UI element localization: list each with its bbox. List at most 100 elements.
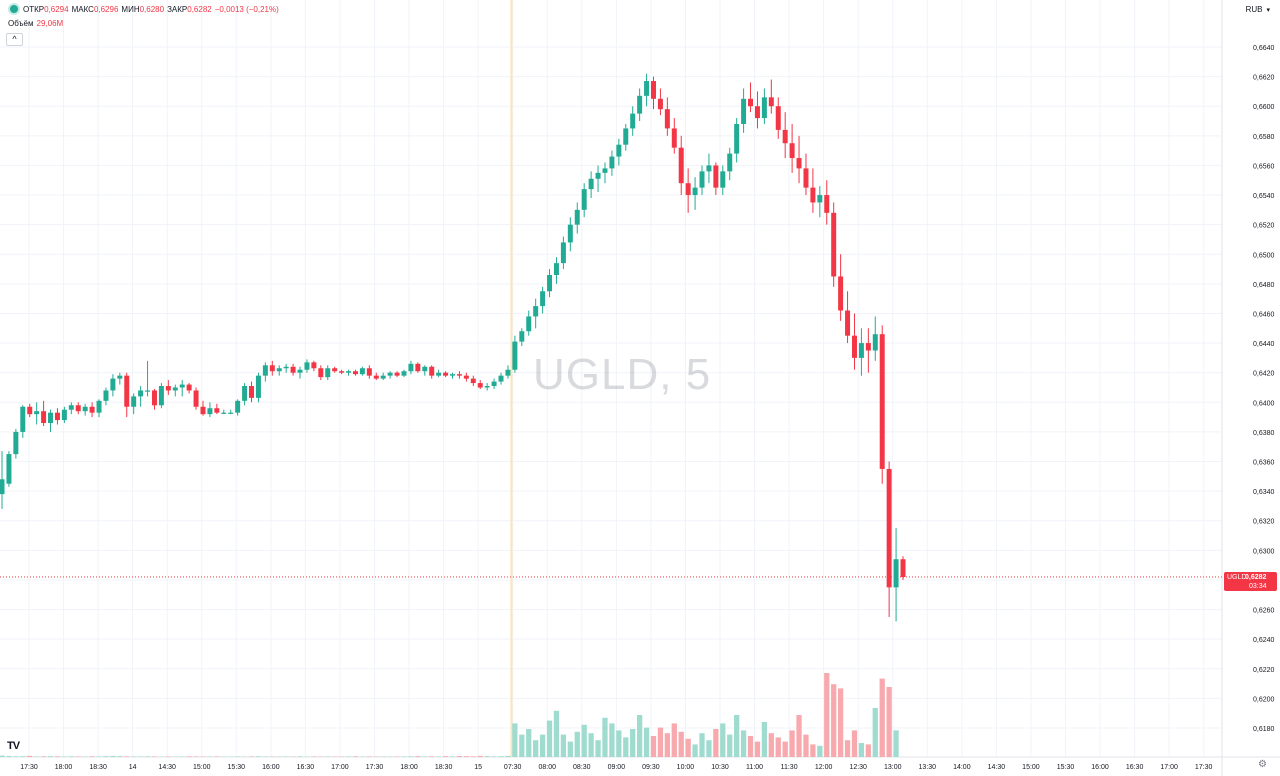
candle-body-up <box>706 165 712 172</box>
candle-body-down <box>851 335 857 358</box>
volume-bar-down <box>685 738 691 757</box>
volume-bar-down <box>824 673 830 757</box>
candle-body-up <box>96 400 102 413</box>
volume-bar-up <box>20 756 26 757</box>
candle-body-down <box>845 310 851 336</box>
volume-bar-up <box>325 756 331 757</box>
candle-body-down <box>54 412 60 421</box>
candle-body-up <box>276 368 282 372</box>
time-tick-label: 16:00 <box>262 764 280 771</box>
volume-bar-up <box>560 734 567 757</box>
volume-legend: Объём 29,06M <box>8 19 63 29</box>
low-label: МИН <box>121 5 140 14</box>
volume-bar-up <box>512 723 518 757</box>
candle-body-down <box>754 106 760 119</box>
volume-bar-down <box>124 756 130 757</box>
volume-bar-up <box>6 756 12 757</box>
volume-bar-up <box>144 756 151 757</box>
currency-selector[interactable]: RUB ▾ <box>1246 5 1270 14</box>
candle-body-down <box>290 366 296 373</box>
candle-body-up <box>512 341 518 370</box>
volume-bar-down <box>831 684 837 757</box>
candle-body-up <box>110 378 116 391</box>
candle-body-down <box>775 106 781 130</box>
candle-body-up <box>540 291 546 307</box>
candle-body-down <box>366 368 372 376</box>
candle-body-up <box>61 409 67 421</box>
candle-body-down <box>214 408 220 413</box>
volume-label: Объём <box>8 19 34 28</box>
time-tick-label: 09:00 <box>608 764 626 771</box>
candle-body-up <box>644 81 650 96</box>
change-value: −0,0013 (−0,21%) <box>214 5 279 14</box>
volume-bar-up <box>858 743 865 757</box>
volume-bar-up <box>179 756 185 757</box>
volume-bar-up <box>630 729 636 757</box>
volume-bar-up <box>872 708 878 757</box>
volume-bar-up <box>616 730 622 757</box>
volume-bar-up <box>0 755 5 757</box>
price-tick-label: 0,6260 <box>1253 608 1275 615</box>
candle-body-up <box>131 396 137 407</box>
volume-bar-down <box>657 727 664 757</box>
candle-body-down <box>443 372 449 376</box>
candle-body-up <box>235 400 241 413</box>
price-tick-label: 0,6200 <box>1253 696 1275 703</box>
candle-body-down <box>249 386 255 398</box>
candle-body-down <box>748 98 754 107</box>
volume-bar-up <box>96 756 102 757</box>
candle-body-down <box>463 375 469 379</box>
volume-bar-up <box>110 756 116 757</box>
price-tick-label: 0,6180 <box>1253 726 1275 733</box>
volume-bar-down <box>477 755 483 757</box>
volume-bar-up <box>574 731 580 757</box>
price-tick-label: 0,6320 <box>1253 519 1275 526</box>
volume-bar-up <box>761 722 768 757</box>
candle-body-up <box>609 156 615 169</box>
time-tick-label: 16:30 <box>297 764 315 771</box>
candle-body-down <box>789 143 795 159</box>
candle-body-up <box>179 384 185 388</box>
candle-body-down <box>650 81 656 99</box>
volume-value: 29,06M <box>36 19 64 28</box>
volume-bar-up <box>103 756 109 757</box>
symbol-status-icon <box>10 5 18 13</box>
bar-countdown: 03:34 <box>1249 583 1267 590</box>
candle-body-up <box>145 390 151 392</box>
candle-body-down <box>429 366 435 376</box>
price-tick-label: 0,6500 <box>1253 252 1275 259</box>
volume-bar-up <box>636 715 643 757</box>
time-tick-label: 15:30 <box>228 764 246 771</box>
candle-body-up <box>893 559 899 588</box>
candle-body-down <box>664 109 670 129</box>
volume-bar-down <box>810 744 816 757</box>
collapse-legend-button[interactable]: ^ <box>6 33 23 46</box>
candle-body-up <box>422 366 428 372</box>
candle-body-up <box>567 224 573 243</box>
candle-body-up <box>519 331 525 342</box>
candle-body-down <box>318 368 324 378</box>
price-tick-label: 0,6580 <box>1253 134 1275 141</box>
volume-bar-up <box>720 723 726 757</box>
tradingview-logo-icon[interactable]: TV <box>7 740 20 752</box>
price-tick-label: 0,6420 <box>1253 371 1275 378</box>
volume-bar-down <box>165 756 171 757</box>
candle-body-down <box>165 386 171 391</box>
volume-bar-up <box>519 734 525 757</box>
candle-body-up <box>207 408 213 415</box>
close-value: 0,6282 <box>187 5 212 14</box>
volume-bar-up <box>623 737 629 757</box>
time-tick-label: 14 <box>129 764 137 771</box>
volume-bar-up <box>581 724 587 757</box>
candle-body-up <box>6 454 12 484</box>
candle-body-up <box>138 390 144 397</box>
candle-body-down <box>415 363 421 372</box>
volume-bar-up <box>526 729 532 757</box>
volume-bar-up <box>498 756 504 757</box>
candle-body-down <box>657 98 663 110</box>
time-tick-label: 08:00 <box>538 764 556 771</box>
gear-icon[interactable]: ⚙ <box>1258 759 1267 770</box>
volume-bar-up <box>734 715 740 757</box>
